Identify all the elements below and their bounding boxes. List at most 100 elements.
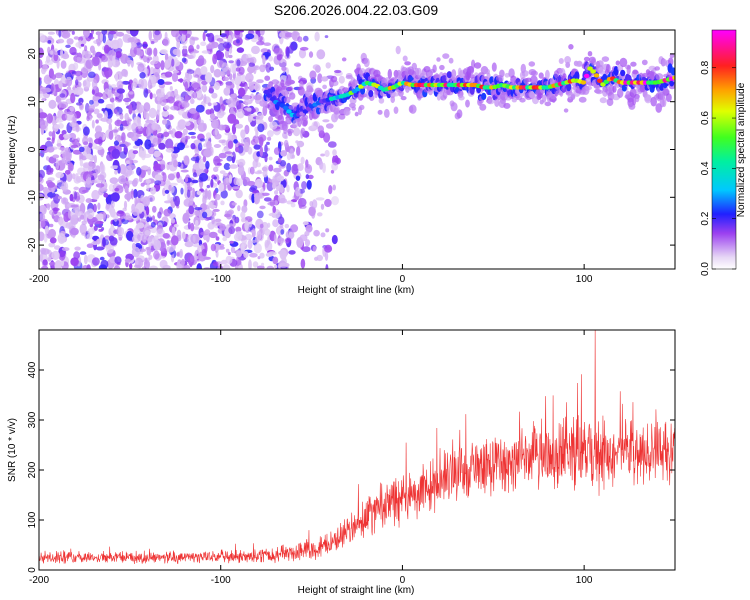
spectrogram-noise-cell <box>117 165 121 174</box>
spectrogram-noise-cell <box>143 102 151 112</box>
spectrogram-ridge-halo <box>341 57 347 62</box>
spectrogram-noise-cell <box>95 183 105 188</box>
spectrogram-noise-cell <box>243 99 253 105</box>
spectrogram-noise-cell <box>128 103 133 115</box>
spectrogram-noise-cell <box>208 204 217 209</box>
spectrogram-noise-cell <box>152 150 161 158</box>
spectrogram-noise-cell <box>308 51 314 58</box>
spectrogram-noise-cell <box>60 259 65 267</box>
spectrogram-noise-cell <box>129 263 133 269</box>
spectrogram-noise-cell <box>98 62 102 71</box>
spectrogram-noise-cell <box>143 87 149 98</box>
spectrogram-noise-cell <box>181 101 190 108</box>
spectrogram-noise-cell <box>55 117 64 123</box>
spectrogram-noise-cell <box>96 38 100 43</box>
spectrogram-ridge-halo <box>280 89 288 96</box>
spectrogram-noise-cell <box>252 239 256 244</box>
spectrogram-noise-cell <box>338 75 345 84</box>
spectrogram-noise-cell <box>255 129 259 137</box>
spectrogram-noise-cell <box>254 178 263 189</box>
spectrogram-noise-cell <box>264 228 271 236</box>
spectrogram-noise-cell <box>203 149 212 158</box>
spectrogram-noise-cell <box>253 83 261 92</box>
spectrogram-noise-cell <box>79 223 87 235</box>
spectrogram-ridge-halo <box>439 64 445 71</box>
spectrogram-noise-cell <box>49 50 54 55</box>
spectrogram-noise-cell <box>181 231 186 240</box>
spectrogram-noise-cell <box>173 88 179 97</box>
spectrogram-ridge-halo <box>283 96 291 104</box>
spectrogram-noise-cell <box>228 223 234 228</box>
spectrogram-noise-cell <box>160 164 166 171</box>
spectrogram-noise-cell <box>72 149 82 155</box>
spectrogram-noise-cell <box>145 179 151 184</box>
spectrogram-noise-cell <box>121 132 126 143</box>
spectrogram-noise-cell <box>136 166 142 176</box>
spectrogram-noise-cell <box>206 43 213 50</box>
spectrogram-noise-cell <box>242 94 251 100</box>
spectrogram-noise-cell <box>265 62 272 73</box>
spectrogram-noise-cell <box>103 211 106 221</box>
spectrogram-noise-cell <box>320 203 325 210</box>
spectrogram-noise-cell <box>71 52 79 56</box>
spectrogram-noise-cell <box>97 41 101 47</box>
spectrogram-noise-cell <box>174 195 181 207</box>
spectrogram-noise-cell <box>167 96 175 104</box>
spectrogram-noise-cell <box>126 230 134 241</box>
spectrogram-noise-cell <box>88 105 95 111</box>
spectrogram-ridge-halo <box>662 97 667 108</box>
spectrogram-noise-cell <box>111 88 116 94</box>
spectrogram-ridge-halo <box>404 61 411 66</box>
spectrogram-noise-cell <box>113 265 121 269</box>
spectrogram-noise-cell <box>148 107 157 119</box>
spectrogram-noise-cell <box>57 233 66 244</box>
spectrogram-noise-cell <box>65 111 74 121</box>
spectrogram-noise-cell <box>78 186 88 194</box>
snr-y-label: SNR (10 * v/v) <box>7 418 18 482</box>
spectrogram-noise-cell <box>280 150 288 157</box>
spectrogram-noise-cell <box>235 123 244 129</box>
spectrogram-noise-cell <box>114 109 118 114</box>
spectrogram-noise-cell <box>53 207 58 215</box>
spectrogram-noise-cell <box>121 80 131 85</box>
spectrogram-noise-cell <box>265 252 274 257</box>
spectrogram-ridge-halo <box>654 66 660 71</box>
spectrogram-noise-cell <box>206 184 210 189</box>
spectrogram-noise-cell <box>225 49 229 59</box>
spectrogram-noise-cell <box>54 245 61 250</box>
spectrogram-noise-cell <box>146 247 152 256</box>
spectrogram-noise-cell <box>155 170 161 174</box>
spectrogram-noise-cell <box>46 137 51 141</box>
spectrogram-noise-cell <box>219 33 227 38</box>
spectrogram-noise-cell <box>236 108 245 119</box>
spectrogram-noise-cell <box>95 119 99 124</box>
spectrogram-noise-cell <box>118 175 127 185</box>
spectrogram-noise-cell <box>253 243 262 254</box>
spectrogram-noise-cell <box>267 222 271 228</box>
spectrogram-noise-cell <box>75 173 79 178</box>
spectrogram-noise-cell <box>256 210 264 219</box>
spectrogram-noise-cell <box>119 114 124 120</box>
spectrogram-ridge-halo <box>516 91 525 98</box>
spectrogram-noise-cell <box>234 76 242 86</box>
spectrogram-noise-cell <box>130 131 139 142</box>
spectrogram-noise-cell <box>87 228 95 235</box>
spectrogram-noise-cell <box>241 137 247 145</box>
spectrogram-noise-cell <box>273 47 283 56</box>
spectrogram-noise-cell <box>300 156 305 165</box>
spectrogram-noise-cell <box>61 130 67 135</box>
spectrogram-noise-cell <box>186 182 191 187</box>
spectrogram-noise-cell <box>194 74 199 78</box>
spectrogram-noise-cell <box>235 100 242 111</box>
spectrogram-noise-cell <box>61 181 69 192</box>
spectrogram-noise-cell <box>235 159 240 164</box>
spectrogram-noise-cell <box>138 148 147 158</box>
spectrogram-noise-cell <box>140 182 145 187</box>
spectrogram-noise-cell <box>125 142 131 146</box>
spectrogram-noise-cell <box>81 49 89 59</box>
spectrogram-noise-cell <box>202 155 207 163</box>
spectrogram-noise-cell <box>244 124 250 135</box>
colorbar-tick-label: 0.8 <box>700 60 711 74</box>
spectrogram-noise-cell <box>317 73 323 84</box>
spectrogram-ridge-halo <box>655 73 664 81</box>
